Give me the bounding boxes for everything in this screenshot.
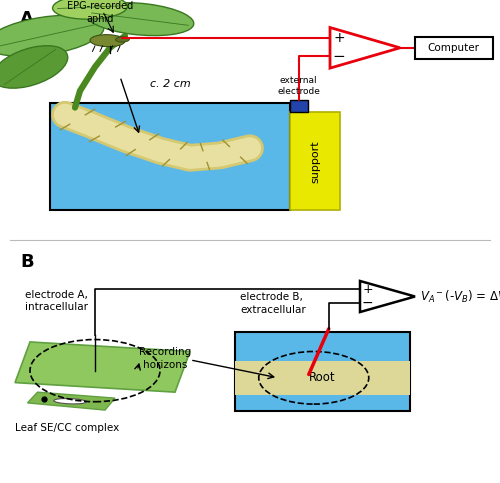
Bar bbox=[290, 100, 308, 113]
Text: $V_A$$^-$(-$V_B$) = $\Delta V$: $V_A$$^-$(-$V_B$) = $\Delta V$ bbox=[420, 288, 500, 305]
Ellipse shape bbox=[86, 2, 194, 36]
Ellipse shape bbox=[0, 15, 104, 57]
Text: Computer: Computer bbox=[428, 43, 480, 53]
Text: support: support bbox=[310, 140, 320, 183]
Ellipse shape bbox=[90, 35, 125, 47]
Text: electrode B,
extracellular: electrode B, extracellular bbox=[240, 293, 306, 315]
Text: Root: Root bbox=[309, 371, 336, 384]
Ellipse shape bbox=[0, 46, 68, 88]
Text: EPG-recorded
aphid: EPG-recorded aphid bbox=[67, 1, 133, 24]
Text: +: + bbox=[362, 283, 373, 296]
Ellipse shape bbox=[54, 398, 86, 404]
Text: Recording
horizons: Recording horizons bbox=[139, 347, 191, 370]
Text: Leaf SE/CC complex: Leaf SE/CC complex bbox=[15, 423, 120, 433]
Bar bbox=[290, 113, 340, 211]
Text: −: − bbox=[332, 49, 345, 64]
Text: B: B bbox=[20, 254, 34, 271]
Polygon shape bbox=[28, 392, 115, 410]
Polygon shape bbox=[15, 342, 190, 392]
Text: external
electrode: external electrode bbox=[277, 76, 320, 96]
Ellipse shape bbox=[52, 0, 128, 19]
Bar bbox=[50, 103, 290, 211]
Text: A: A bbox=[20, 10, 34, 28]
Bar bbox=[415, 37, 492, 58]
Text: +: + bbox=[333, 31, 345, 45]
Text: −: − bbox=[362, 296, 374, 310]
Bar bbox=[235, 361, 410, 395]
Bar bbox=[235, 332, 410, 411]
Ellipse shape bbox=[116, 37, 130, 42]
Text: c. 2 cm: c. 2 cm bbox=[150, 79, 191, 89]
Text: electrode A,
intracellular: electrode A, intracellular bbox=[25, 290, 88, 313]
